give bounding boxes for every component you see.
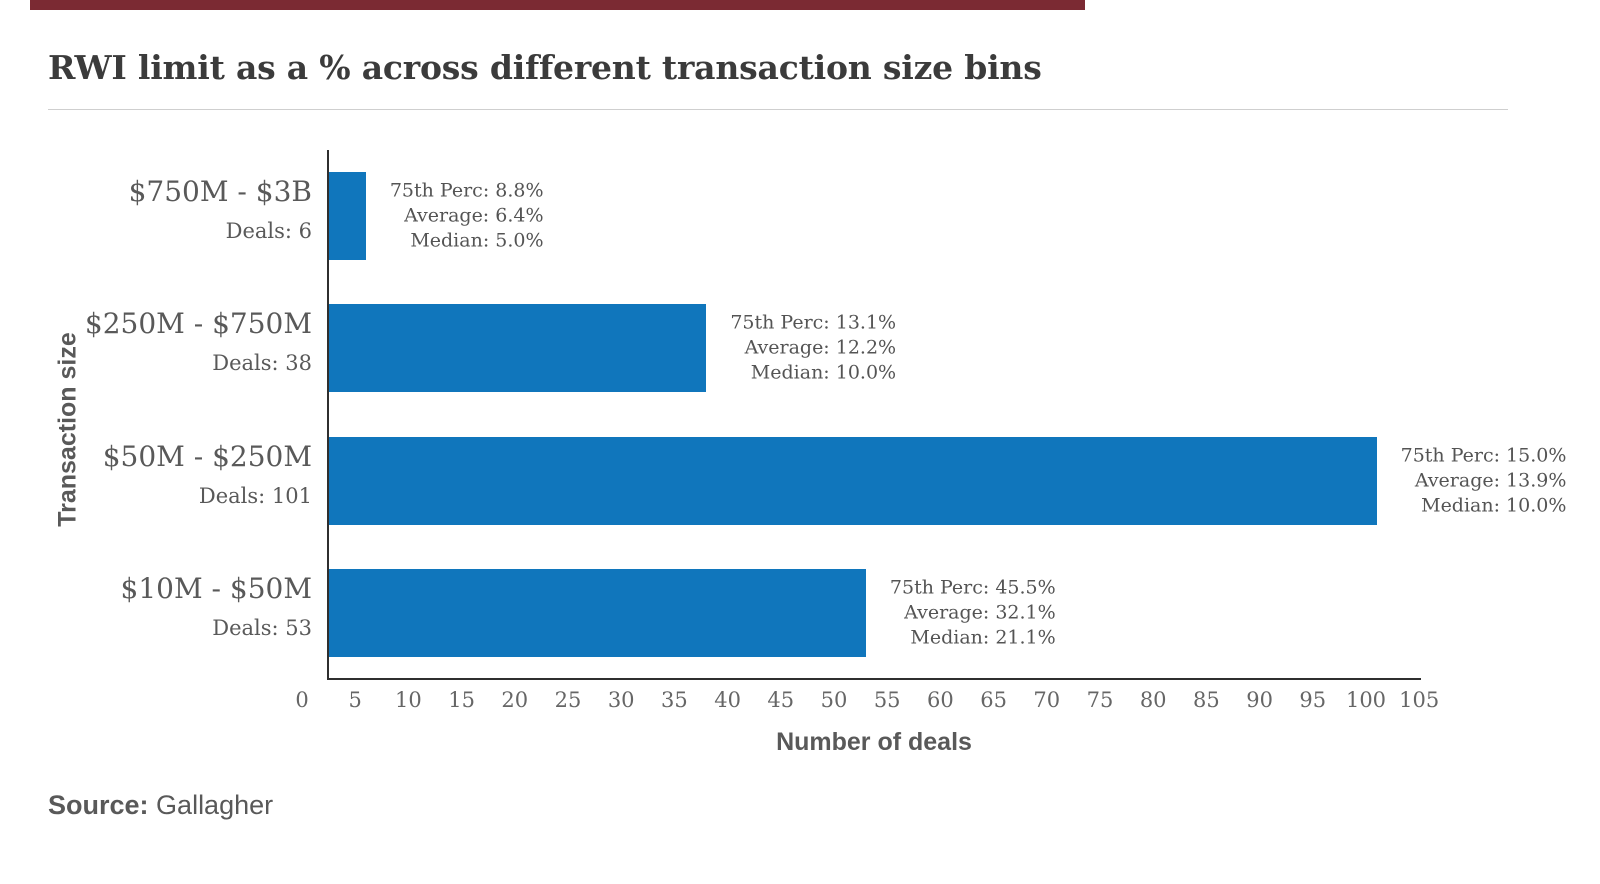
bar (329, 304, 707, 393)
x-axis-line (327, 678, 1421, 680)
category-name: $10M - $50M (120, 571, 313, 605)
x-tick-label: 70 (1033, 688, 1061, 712)
bar-annotation: 75th Perc: 13.1% Average: 12.2% Median: 10… (730, 311, 896, 386)
x-tick-label: 35 (661, 688, 688, 712)
category-label: $250M - $750M Deals: 38 (0, 306, 312, 378)
annotation-line: 75th Perc: 8.8% (389, 179, 544, 202)
x-tick-label: 60 (927, 688, 954, 712)
x-tick-label: 10 (395, 688, 422, 712)
y-axis-title: Transaction size (53, 332, 82, 527)
x-tick-label: 65 (980, 688, 1007, 712)
source-name: Gallagher (156, 790, 274, 820)
x-tick-label: 20 (501, 688, 529, 712)
annotation-line: Median: 5.0% (410, 229, 544, 252)
x-tick-label: 0 (295, 688, 309, 712)
x-tick-label: 85 (1193, 688, 1220, 712)
x-tick-label: 5 (348, 688, 362, 712)
x-tick-label: 50 (820, 688, 848, 712)
x-tick-label: 55 (873, 688, 901, 712)
source-line: Source: Gallagher (48, 790, 273, 821)
annotation-line: 75th Perc: 15.0% (1400, 444, 1567, 467)
y-axis-line (327, 150, 329, 680)
deals-label: Deals: 6 (225, 219, 312, 244)
deals-label: Deals: 101 (198, 483, 312, 508)
deals-label: Deals: 38 (212, 351, 312, 376)
bar (329, 172, 366, 261)
category-label: $10M - $50M Deals: 53 (0, 571, 313, 643)
x-tick-label: 90 (1246, 688, 1273, 712)
category-name: $250M - $750M (84, 307, 312, 341)
x-tick-label: 95 (1299, 688, 1327, 712)
x-tick-label: 15 (448, 688, 475, 712)
title-divider (48, 109, 1508, 110)
annotation-line: Median: 21.1% (910, 626, 1056, 649)
x-tick-label: 45 (767, 688, 795, 712)
bar-annotation: 75th Perc: 15.0% Average: 13.9% Median: 10… (1401, 443, 1567, 518)
annotation-line: 75th Perc: 13.1% (730, 311, 897, 334)
x-tick-label: 75 (1086, 688, 1114, 712)
top-accent-bar (30, 0, 1085, 10)
category-label: $50M - $250M Deals: 101 (0, 439, 312, 511)
bar-annotation: 75th Perc: 45.5% Average: 32.1% Median: 21… (890, 575, 1056, 650)
x-tick-label: 40 (714, 688, 741, 712)
annotation-line: Average: 12.2% (744, 336, 897, 359)
chart-title: RWI limit as a % across different transa… (48, 48, 1042, 87)
category-label: $750M - $3B Deals: 6 (0, 174, 312, 246)
bar (329, 568, 866, 657)
x-tick-label: 80 (1139, 688, 1167, 712)
annotation-line: Average: 13.9% (1414, 469, 1567, 492)
deals-label: Deals: 53 (212, 615, 312, 640)
annotation-line: Median: 10.0% (1421, 494, 1567, 517)
x-tick-label: 25 (554, 688, 582, 712)
category-name: $50M - $250M (102, 439, 312, 473)
annotation-line: 75th Perc: 45.5% (889, 576, 1056, 599)
annotation-line: Average: 6.4% (404, 204, 544, 227)
bar-annotation: 75th Perc: 8.8% Average: 6.4% Median: 5.0% (390, 179, 544, 254)
category-name: $750M - $3B (128, 175, 312, 209)
x-tick-label: 100 (1345, 688, 1387, 712)
annotation-line: Average: 32.1% (904, 601, 1056, 624)
x-tick-label: 105 (1399, 688, 1440, 712)
annotation-line: Median: 10.0% (750, 361, 897, 384)
source-label: Source: (48, 790, 149, 820)
x-tick-label: 30 (607, 688, 635, 712)
x-axis-title: Number of deals (776, 728, 972, 756)
bar (329, 436, 1377, 525)
